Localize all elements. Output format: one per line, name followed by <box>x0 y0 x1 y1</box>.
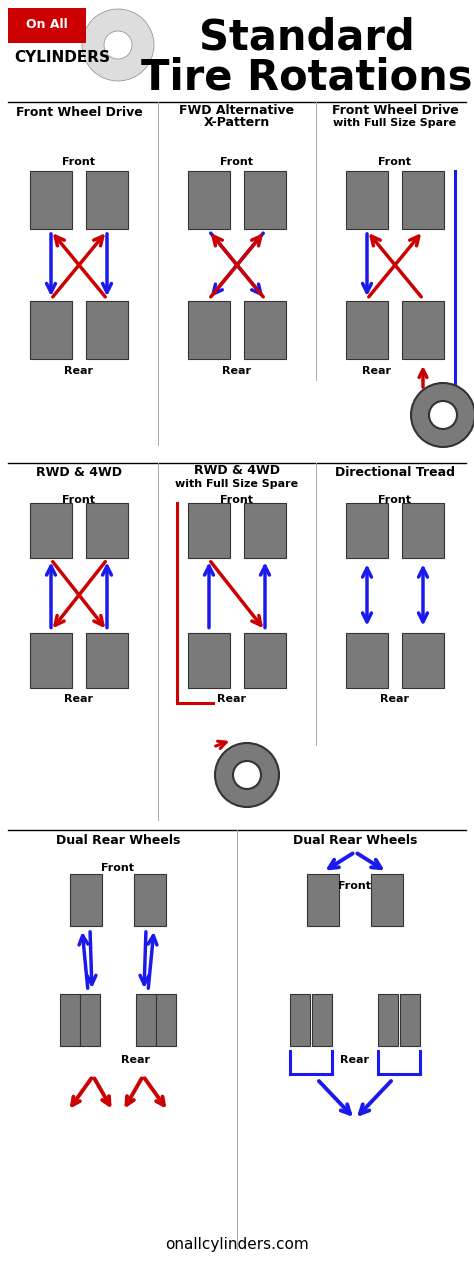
Text: Rear: Rear <box>381 695 410 705</box>
Bar <box>60 994 80 1047</box>
Bar <box>156 994 176 1047</box>
Bar <box>400 994 420 1047</box>
Text: with Full Size Spare: with Full Size Spare <box>333 119 456 129</box>
Bar <box>30 301 72 359</box>
Bar <box>136 994 156 1047</box>
Text: Dual Rear Wheels: Dual Rear Wheels <box>293 834 417 846</box>
Bar <box>86 633 128 687</box>
Bar <box>244 502 286 557</box>
Bar <box>86 171 128 230</box>
Text: Directional Tread: Directional Tread <box>335 467 455 479</box>
Bar <box>30 171 72 230</box>
Text: Rear: Rear <box>222 366 252 376</box>
Bar <box>134 874 166 926</box>
Text: FWD Alternative: FWD Alternative <box>180 103 294 116</box>
Text: Tire Rotations: Tire Rotations <box>141 57 473 100</box>
Text: Front Wheel Drive: Front Wheel Drive <box>16 106 142 120</box>
Bar <box>307 874 339 926</box>
Bar <box>402 301 444 359</box>
Bar <box>86 301 128 359</box>
Bar <box>188 301 230 359</box>
Text: Front: Front <box>220 496 254 504</box>
Bar <box>378 994 398 1047</box>
Text: with Full Size Spare: with Full Size Spare <box>175 479 299 489</box>
Text: Front: Front <box>338 881 372 892</box>
Bar <box>30 502 72 557</box>
Circle shape <box>104 32 132 59</box>
Text: Front: Front <box>63 158 95 166</box>
Text: Rear: Rear <box>218 695 246 705</box>
Text: Front Wheel Drive: Front Wheel Drive <box>332 103 458 116</box>
Bar <box>30 633 72 687</box>
Text: Front: Front <box>63 496 95 504</box>
Bar <box>8 8 86 43</box>
Bar <box>188 502 230 557</box>
Bar <box>188 171 230 230</box>
Text: Rear: Rear <box>340 1055 370 1066</box>
Circle shape <box>429 401 457 429</box>
Circle shape <box>411 383 474 446</box>
Text: RWD & 4WD: RWD & 4WD <box>36 467 122 479</box>
Text: onallcylinders.com: onallcylinders.com <box>165 1237 309 1252</box>
Bar <box>70 874 102 926</box>
Bar <box>312 994 332 1047</box>
Bar <box>371 874 403 926</box>
Text: Rear: Rear <box>64 366 93 376</box>
Text: Dual Rear Wheels: Dual Rear Wheels <box>56 834 180 846</box>
Text: On All: On All <box>26 19 68 32</box>
Bar <box>402 633 444 687</box>
Text: Front: Front <box>220 158 254 166</box>
Text: CYLINDERS: CYLINDERS <box>14 50 110 66</box>
Bar <box>80 994 100 1047</box>
Bar <box>346 502 388 557</box>
Bar <box>188 633 230 687</box>
Circle shape <box>82 9 154 81</box>
Bar <box>402 171 444 230</box>
Text: Rear: Rear <box>121 1055 151 1066</box>
Bar <box>244 171 286 230</box>
Text: RWD & 4WD: RWD & 4WD <box>194 464 280 478</box>
Text: X-Pattern: X-Pattern <box>204 116 270 130</box>
Bar <box>86 502 128 557</box>
Bar <box>346 301 388 359</box>
Bar <box>244 633 286 687</box>
Bar <box>244 301 286 359</box>
Text: Front: Front <box>379 158 411 166</box>
Bar <box>290 994 310 1047</box>
Text: Standard: Standard <box>199 16 415 59</box>
Text: Rear: Rear <box>64 695 93 705</box>
Text: Rear: Rear <box>363 366 392 376</box>
Text: Front: Front <box>101 863 135 873</box>
Bar <box>346 633 388 687</box>
Bar <box>402 502 444 557</box>
Circle shape <box>215 743 279 807</box>
Circle shape <box>233 760 261 789</box>
Bar <box>346 171 388 230</box>
Text: Front: Front <box>379 496 411 504</box>
